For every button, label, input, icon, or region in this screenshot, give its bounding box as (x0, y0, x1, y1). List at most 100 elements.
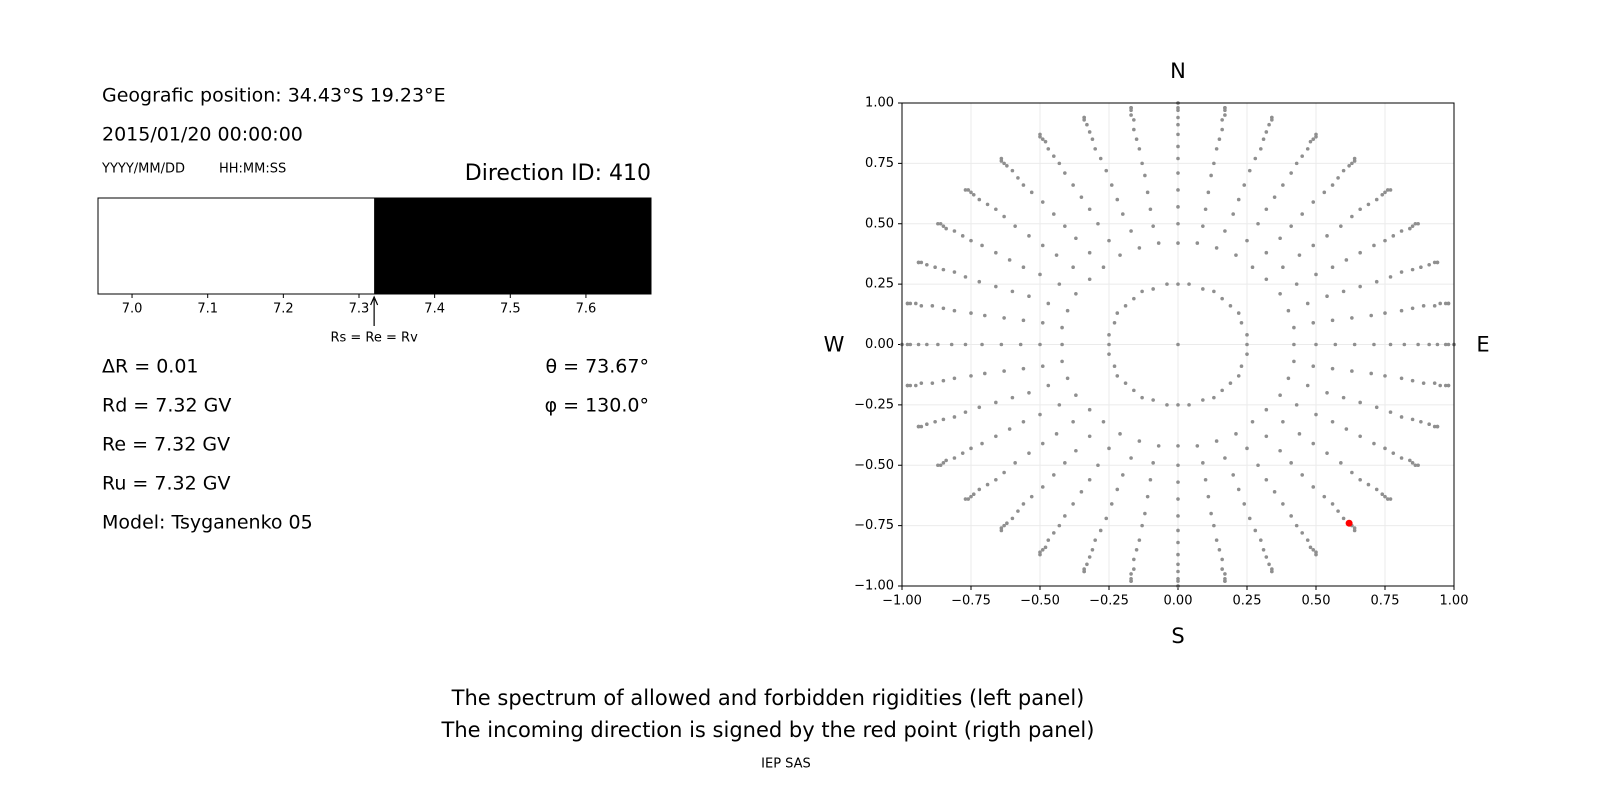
direction-point (1087, 555, 1092, 559)
direction-point (969, 311, 973, 315)
direction-point (1101, 265, 1106, 270)
direction-point (1281, 502, 1285, 506)
direction-point (1129, 106, 1133, 110)
direction-point (1292, 325, 1296, 330)
direction-point (1132, 127, 1136, 132)
direction-point (1060, 359, 1064, 364)
direction-point (1388, 275, 1393, 279)
direction-point (1388, 342, 1393, 347)
direction-point (1410, 267, 1415, 272)
direction-point (963, 342, 968, 347)
direction-point (1358, 284, 1362, 289)
direction-point (1305, 538, 1310, 542)
direction-point (1040, 485, 1045, 489)
direction-point (1270, 569, 1274, 574)
direction-point (1336, 176, 1340, 180)
direction-point (1297, 253, 1302, 257)
direction-point (1101, 419, 1106, 424)
direction-point (1129, 229, 1133, 233)
direction-point (1063, 224, 1067, 228)
direction-point (1087, 407, 1092, 412)
compass-north: N (1170, 59, 1186, 83)
direction-point (994, 477, 998, 482)
direction-point (1087, 250, 1092, 255)
direction-point (1002, 369, 1006, 373)
model: Model: Tsyganenko 05 (102, 512, 313, 534)
direction-point (952, 229, 957, 233)
direction-point (1118, 253, 1122, 257)
direction-point (1325, 294, 1329, 299)
direction-point (1305, 383, 1310, 388)
direction-point (1002, 316, 1006, 320)
direction-point (1038, 132, 1042, 137)
direction-point (1446, 342, 1451, 347)
direction-point (994, 250, 998, 255)
direction-point (1369, 371, 1373, 376)
direction-point (1057, 282, 1062, 286)
direction-point (1264, 250, 1269, 255)
compass-south: S (1171, 624, 1184, 648)
direction-point (1121, 473, 1125, 477)
direction-point (1297, 432, 1302, 436)
direction-point (1228, 381, 1233, 385)
direction-point (1330, 265, 1335, 270)
direction-point (1206, 190, 1211, 195)
direction-point (1176, 579, 1180, 583)
direction-id: Direction ID: 410 (465, 161, 651, 186)
direction-point (1391, 234, 1396, 238)
direction-point (1027, 294, 1031, 299)
direction-point (1399, 376, 1404, 381)
direction-point (1123, 304, 1128, 308)
direction-point (1043, 139, 1048, 144)
direction-point (1043, 545, 1048, 550)
direction-point (1176, 122, 1180, 127)
direction-point (1107, 446, 1111, 451)
direction-point (952, 415, 957, 419)
direction-point (1148, 477, 1153, 482)
direction-point (1435, 342, 1440, 347)
direction-point (1140, 395, 1144, 400)
direction-point (1267, 562, 1271, 567)
direction-point (1443, 342, 1448, 347)
y-tick-label: −1.00 (854, 579, 894, 594)
direction-point (1021, 502, 1026, 506)
direction-point (1325, 451, 1329, 455)
direction-point (1408, 458, 1412, 463)
direction-point (1358, 250, 1362, 255)
direction-point (1399, 415, 1404, 419)
direction-point (1087, 434, 1092, 439)
direction-point (1261, 547, 1266, 552)
datetime: 2015/01/20 00:00:00 (102, 124, 303, 146)
direction-point (969, 374, 973, 378)
x-tick-label: 0.25 (1233, 594, 1262, 609)
direction-point (1071, 265, 1075, 270)
direction-point (1374, 487, 1379, 492)
direction-point (1264, 477, 1269, 482)
direction-point (1272, 490, 1277, 494)
x-tick-label: 7.4 (424, 302, 445, 317)
selected-direction (1345, 519, 1353, 527)
direction-point (1220, 557, 1224, 562)
direction-point (1231, 473, 1235, 477)
x-tick-label: 7.2 (273, 302, 294, 317)
direction-point (1151, 398, 1155, 402)
direction-point (1344, 258, 1349, 262)
direction-point (1410, 417, 1415, 422)
direction-point (941, 461, 946, 465)
direction-point (1040, 137, 1045, 142)
direction-point (1245, 352, 1249, 356)
direction-point (1322, 190, 1327, 195)
direction-point (1140, 161, 1144, 166)
direction-point (1156, 241, 1161, 245)
direction-point (963, 497, 968, 501)
direction-point (1446, 383, 1451, 388)
y-tick-label: −0.25 (854, 397, 894, 412)
direction-point (1380, 492, 1385, 497)
direction-point (1247, 168, 1252, 173)
direction-point (1325, 391, 1329, 395)
direction-point (1129, 113, 1133, 117)
direction-point (1311, 441, 1316, 446)
direction-point (1314, 272, 1318, 277)
time-format: HH:MM:SS (219, 162, 286, 177)
direction-point (919, 381, 924, 385)
